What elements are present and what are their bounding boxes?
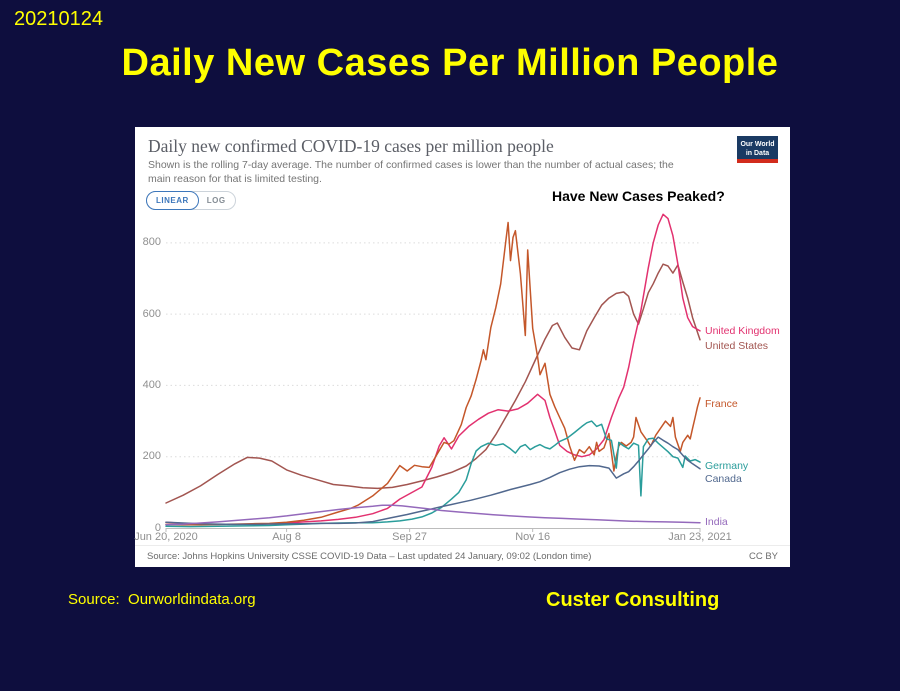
series-end-label-germany: Germany xyxy=(705,459,749,472)
y-tick-label-600: 600 xyxy=(142,307,161,320)
x-tick-label: Jun 20, 2020 xyxy=(134,531,198,543)
owid-logo[interactable]: Our World in Data xyxy=(737,136,778,163)
x-tick-label: Jan 23, 2021 xyxy=(668,531,732,543)
owid-logo-line2: in Data xyxy=(745,150,770,158)
x-tick-label: Sep 27 xyxy=(392,531,428,543)
owid-logo-line1: Our World xyxy=(740,141,775,148)
series-end-label-united-kingdom: United Kingdom xyxy=(705,325,780,338)
y-tick-label-400: 400 xyxy=(142,378,161,391)
y-tick-label-800: 800 xyxy=(142,236,161,249)
chart-title: Daily new confirmed COVID-19 cases per m… xyxy=(148,136,554,156)
series-path-united-kingdom xyxy=(165,213,701,526)
branding-custer-consulting: Custer Consulting xyxy=(546,589,720,611)
plot-area: 0 200 400 600 800 Jun 20, 2020 Aug 8 Sep 27 Nov … xyxy=(134,213,780,543)
series-end-label-france: France xyxy=(705,398,738,411)
series-path-united-states xyxy=(165,263,701,504)
chart-footer-source: Source: Johns Hopkins University CSSE CO… xyxy=(147,551,592,562)
linear-toggle-button[interactable]: LINEAR xyxy=(146,191,199,210)
slide-date-code: 20210124 xyxy=(14,8,103,30)
annotation-have-new-cases-peaked: Have New Cases Peaked? xyxy=(552,188,725,204)
slide-source-caption: Source: Ourworldindata.org xyxy=(68,591,256,608)
series-end-label-india: India xyxy=(705,516,728,529)
owid-chart-card: Daily new confirmed COVID-19 cases per m… xyxy=(134,127,790,567)
series-path-germany xyxy=(165,420,701,528)
log-toggle-button[interactable]: LOG xyxy=(206,196,226,205)
chart-footer: Source: Johns Hopkins University CSSE CO… xyxy=(135,545,790,567)
series-end-label-united-states: United States xyxy=(705,339,769,352)
series-path-canada xyxy=(165,436,701,526)
x-tick-label: Nov 16 xyxy=(515,531,551,543)
chart-svg xyxy=(165,213,701,532)
chart-footer-license: CC BY xyxy=(748,551,778,562)
slide-title: Daily New Cases Per Million People xyxy=(121,42,779,84)
series-path-india xyxy=(165,504,701,526)
series-end-label-canada: Canada xyxy=(705,473,742,486)
scale-toggle: LINEAR LOG xyxy=(146,191,236,210)
y-tick-label-200: 200 xyxy=(142,450,161,463)
series-path-france xyxy=(165,221,701,526)
chart-subtitle: Shown is the rolling 7-day average. The … xyxy=(148,159,674,185)
x-tick-label: Aug 8 xyxy=(272,531,301,543)
y-tick-label-0: 0 xyxy=(154,521,161,534)
